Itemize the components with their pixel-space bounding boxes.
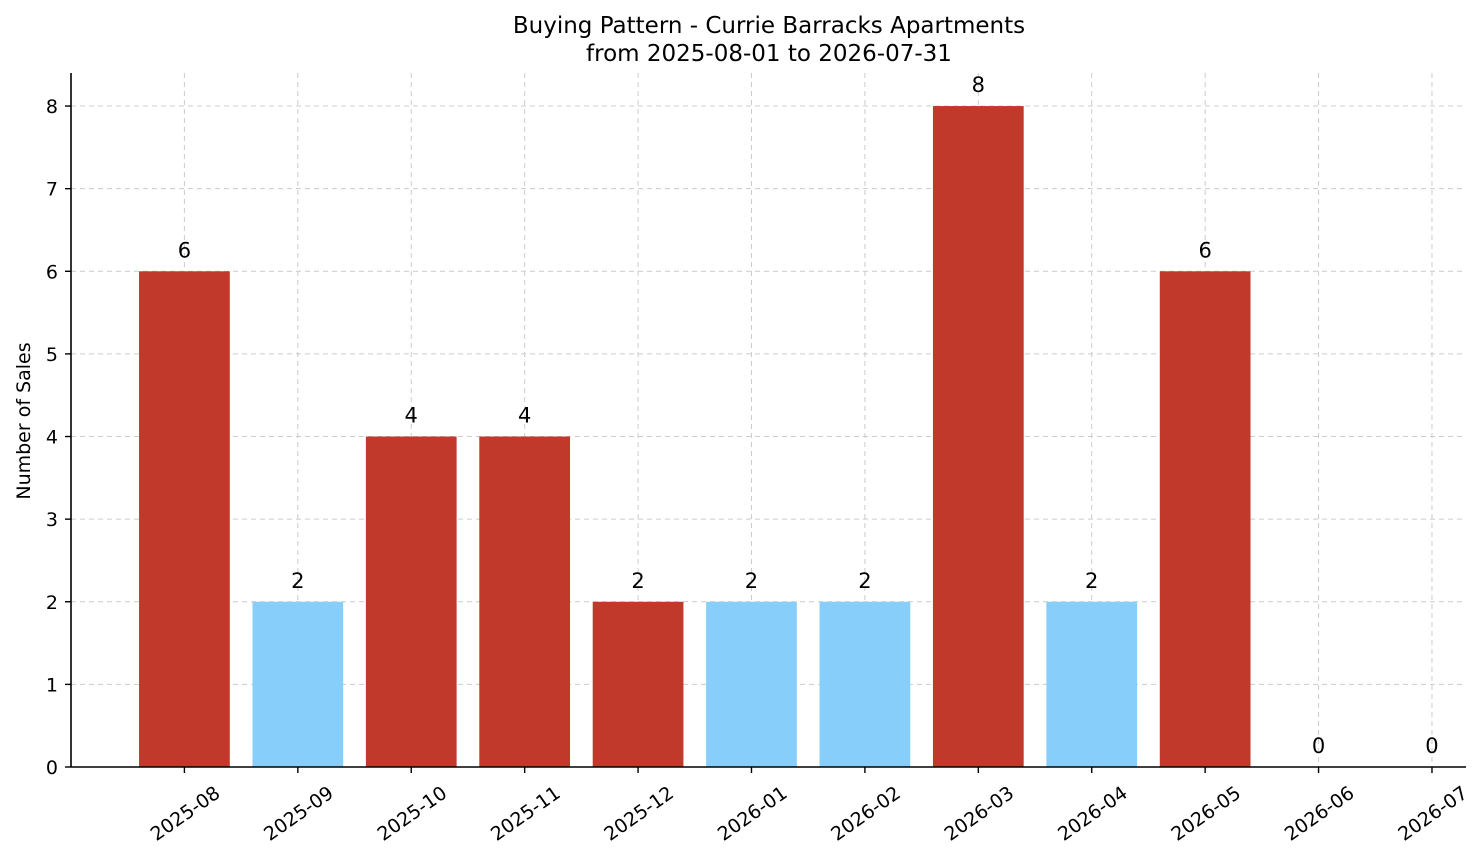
x-tick-label-2026-01: 2026-01 [714,782,792,846]
data-label-2025-10: 4 [405,404,418,428]
bar-2026-03 [932,106,1024,768]
y-tick-label: 5 [46,344,58,366]
data-label-2025-12: 2 [631,569,644,593]
x-tick-label-2026-03: 2026-03 [941,782,1019,846]
bar-2026-04 [1046,601,1138,767]
y-axis-label: Number of Sales [13,342,35,499]
data-label-2026-06: 0 [1312,734,1325,758]
y-tick-label: 8 [46,96,58,118]
x-tick-label-2025-11: 2025-11 [487,782,565,846]
data-labels-layer: 6 2 4 4 2 2 2 8 2 6 0 0 [178,73,1439,758]
data-label-2025-11: 4 [518,404,531,428]
x-tick-label-2025-08: 2025-08 [147,782,225,846]
x-tick-label-2025-10: 2025-10 [373,782,451,846]
bar-2025-08 [139,271,230,767]
x-tick-label-2026-04: 2026-04 [1054,782,1132,846]
bar-2025-09 [252,601,344,767]
bar-2025-11 [479,436,571,767]
bar-2025-12 [592,601,684,767]
data-label-2026-01: 2 [745,569,758,593]
bar-2026-02 [819,601,911,767]
y-tick-label: 6 [46,261,58,283]
y-tick-label: 3 [46,509,58,531]
y-tick-label: 7 [46,179,58,201]
bar-2025-10 [365,436,457,767]
y-tick-label: 2 [46,592,58,614]
bar-2026-05 [1159,271,1251,767]
data-label-2026-05: 6 [1198,238,1211,262]
y-tick-label: 0 [46,757,58,779]
bar-2026-01 [706,601,797,767]
chart-title-line2: from 2025-08-01 to 2026-07-31 [586,41,952,67]
chart-title-line1: Buying Pattern - Currie Barracks Apartme… [513,13,1025,39]
x-tick-label-2026-06: 2026-06 [1281,782,1359,846]
data-label-2025-09: 2 [291,569,304,593]
x-tick-label-2025-12: 2025-12 [600,782,678,846]
x-tick-label-2026-02: 2026-02 [827,782,905,846]
y-tick-label: 4 [46,427,58,449]
y-tick-label: 1 [46,674,58,696]
data-label-2026-02: 2 [858,569,871,593]
data-label-2026-04: 2 [1085,569,1098,593]
x-tick-label-2026-07: 2026-07 [1394,782,1472,846]
x-tick-label-2025-09: 2025-09 [260,782,338,846]
x-tick-label-2026-05: 2026-05 [1167,782,1245,846]
data-label-2025-08: 6 [178,238,191,262]
data-label-2026-07: 0 [1425,734,1438,758]
bars-layer [139,106,1251,768]
data-label-2026-03: 8 [972,73,985,97]
